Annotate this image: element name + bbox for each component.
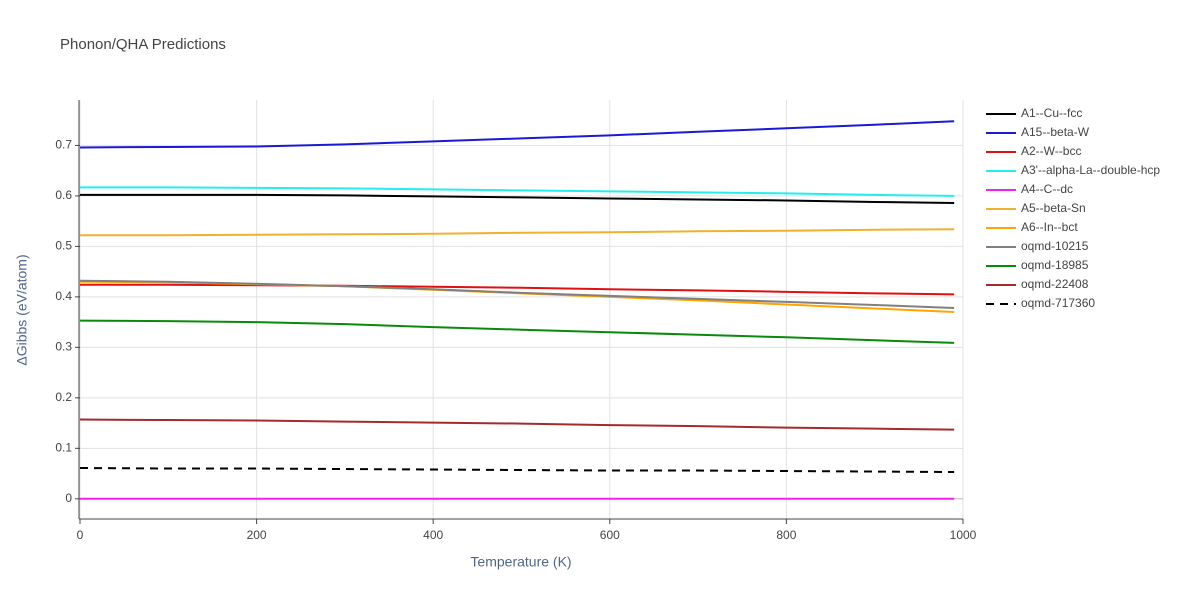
series-line: [79, 319, 955, 344]
x-tick-label: 400: [423, 528, 443, 542]
series-line: [79, 279, 955, 309]
series-line: [80, 186, 955, 197]
y-tick-label: 0.5: [55, 239, 72, 253]
legend-label: A5--beta-Sn: [1021, 201, 1086, 215]
legend: A1--Cu--fcc A15--beta-W A2--W--bcc A3'--alp…: [986, 106, 1160, 310]
x-axis-title: Temperature (K): [470, 554, 571, 570]
y-tick-label: 0.4: [55, 289, 72, 303]
series-line: [80, 193, 955, 204]
legend-label: oqmd-717360: [1021, 296, 1095, 310]
y-tick-label: 0.3: [55, 340, 72, 354]
x-tick-label: 1000: [950, 528, 977, 542]
series-line: [80, 228, 955, 237]
x-tick-label: 800: [776, 528, 796, 542]
legend-label: A4--C--dc: [1021, 182, 1073, 196]
legend-label: oqmd-22408: [1021, 277, 1089, 291]
x-tick-label: 0: [77, 528, 84, 542]
y-tick-label: 0.6: [55, 188, 72, 202]
legend-label: A15--beta-W: [1021, 125, 1090, 139]
y-axis-title: ΔGibbs (eV/atom): [14, 254, 30, 365]
x-tick-label: 200: [247, 528, 267, 542]
legend-label: oqmd-18985: [1021, 258, 1089, 272]
series-line: [79, 467, 955, 474]
legend-label: A3'--alpha-La--double-hcp: [1021, 163, 1160, 177]
series-line: [80, 283, 955, 296]
y-tick-label: 0.1: [55, 440, 72, 454]
series-line: [79, 418, 955, 431]
legend-label: A2--W--bcc: [1021, 144, 1081, 158]
series-line: [79, 120, 955, 149]
y-tick-label: 0.2: [55, 390, 72, 404]
chart-title: Phonon/QHA Predictions: [60, 36, 226, 53]
y-tick-label: 0.7: [55, 138, 72, 152]
x-tick-label: 600: [600, 528, 620, 542]
legend-label: A1--Cu--fcc: [1021, 106, 1082, 120]
y-tick-label: 0: [65, 491, 72, 505]
legend-label: oqmd-10215: [1021, 239, 1089, 253]
legend-label: A6--In--bct: [1021, 220, 1078, 234]
